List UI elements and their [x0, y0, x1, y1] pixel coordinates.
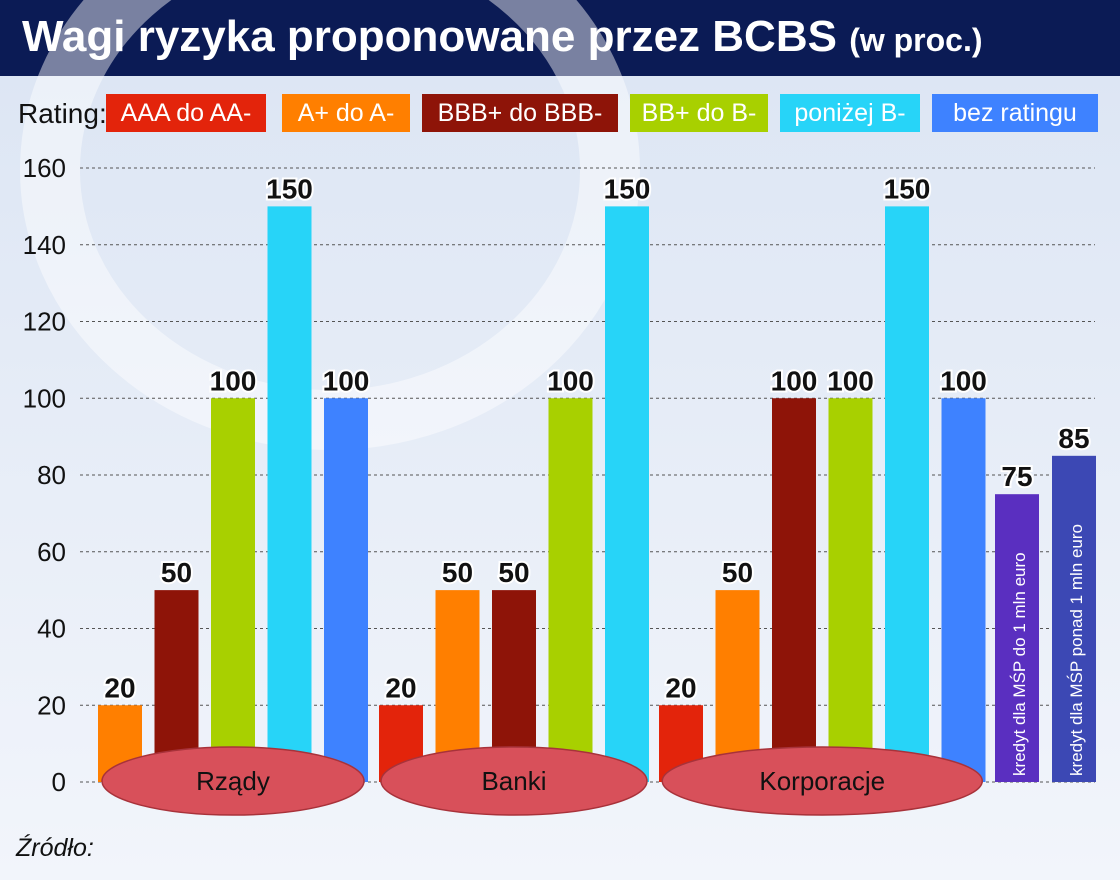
data-label: 100: [771, 365, 818, 396]
y-tick-label: 60: [37, 537, 66, 567]
legend-item: BB+ do B-: [630, 94, 768, 132]
data-label: 20: [104, 672, 135, 703]
page-title-suffix: (w proc.): [849, 22, 983, 58]
bar: [772, 398, 816, 782]
legend-item: BBB+ do BBB-: [422, 94, 618, 132]
y-tick-label: 100: [23, 383, 66, 413]
bar: [211, 398, 255, 782]
legend-item: AAA do AA-: [106, 94, 266, 132]
legend-item: A+ do A-: [282, 94, 410, 132]
legend: Rating: AAA do AA- A+ do A- BBB+ do BBB- BB…: [0, 76, 1120, 154]
bar: [995, 494, 1039, 782]
category-label: Rządy: [196, 766, 270, 796]
category-ellipse: [661, 746, 983, 816]
category-ellipse: [101, 746, 365, 816]
bar-vertical-label: kredyt dla MŚP ponad 1 mln euro: [1067, 524, 1086, 776]
data-label: 50: [722, 557, 753, 588]
legend-item: poniżej B-: [780, 94, 920, 132]
page-title: Wagi ryzyka proponowane przez BCBS (w pr…: [22, 8, 983, 69]
bar: [267, 206, 312, 782]
data-label: 75: [1001, 461, 1032, 492]
category-label: Korporacje: [759, 766, 885, 796]
source-label: Źródło:: [16, 834, 94, 862]
data-label: 50: [498, 557, 529, 588]
data-label: 20: [385, 672, 416, 703]
data-label: 85: [1058, 423, 1089, 454]
y-tick-label: 160: [23, 153, 66, 183]
data-label: 100: [547, 365, 594, 396]
y-tick-label: 0: [52, 767, 66, 797]
title-bar: Wagi ryzyka proponowane przez BCBS (w pr…: [0, 0, 1120, 76]
y-tick-label: 40: [37, 614, 66, 644]
bar-vertical-label: kredyt dla MŚP do 1 mln euro: [1010, 552, 1029, 776]
data-label: 100: [210, 365, 257, 396]
category-label: Banki: [481, 766, 546, 796]
data-label: 100: [940, 365, 987, 396]
bar: [324, 398, 368, 782]
data-label: 50: [442, 557, 473, 588]
legend-item: bez ratingu: [932, 94, 1098, 132]
legend-label: Rating:: [18, 98, 107, 129]
page-title-main: Wagi ryzyka proponowane przez BCBS: [22, 12, 837, 61]
data-label: 100: [323, 365, 370, 396]
bar: [941, 398, 986, 782]
bar: [548, 398, 593, 782]
y-tick-label: 80: [37, 460, 66, 490]
data-label: 150: [604, 173, 651, 204]
bar: [1052, 455, 1096, 782]
data-label: 150: [266, 173, 313, 204]
data-label: 50: [161, 557, 192, 588]
bar: [828, 398, 873, 782]
y-tick-label: 140: [23, 230, 66, 260]
data-label: 20: [665, 672, 696, 703]
category-ellipse: [380, 746, 648, 816]
bar: [885, 206, 929, 782]
y-tick-label: 20: [37, 690, 66, 720]
bar: [605, 206, 649, 782]
data-label: 150: [884, 173, 931, 204]
y-tick-label: 120: [23, 307, 66, 337]
data-label: 100: [827, 365, 874, 396]
